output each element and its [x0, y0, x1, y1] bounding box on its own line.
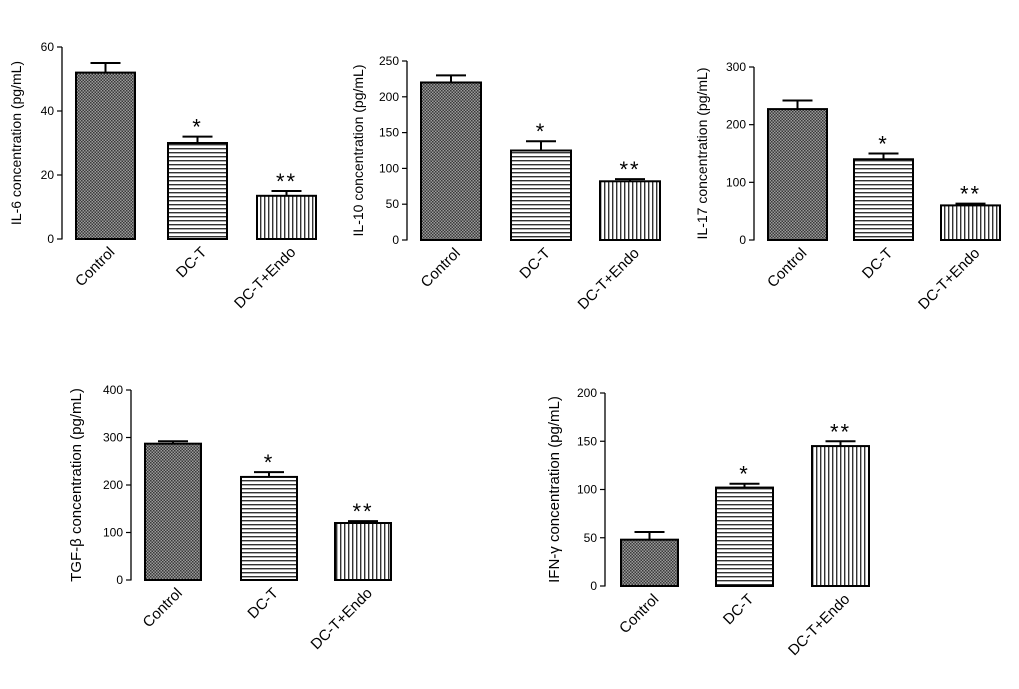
y-tick-label: 0: [116, 573, 123, 587]
y-axis-label: IL-6 concentration (pg/mL): [8, 61, 24, 225]
y-tick-label: 200: [726, 118, 746, 132]
y-axis-label: IL-10 concentration (pg/mL): [350, 65, 366, 237]
bar: [811, 445, 870, 588]
x-tick-label: DC-T+Endo: [308, 585, 376, 653]
y-tick-label: 0: [392, 233, 399, 247]
y-tick-label: 50: [584, 531, 598, 545]
significance-marker: **: [352, 499, 373, 524]
y-tick-label: 100: [379, 161, 399, 175]
y-tick-label: 200: [379, 90, 399, 104]
y-tick-label: 150: [379, 126, 399, 140]
y-tick-label: 20: [41, 168, 55, 182]
y-tick-label: 400: [103, 383, 123, 397]
y-tick-label: 150: [577, 434, 597, 448]
significance-marker: *: [536, 119, 547, 144]
bar: [599, 180, 661, 241]
x-tick-label: DC-T+Endo: [915, 245, 983, 313]
significance-marker: **: [960, 182, 981, 207]
bar: [510, 149, 572, 241]
y-axis-label: IL-17 concentration (pg/mL): [694, 68, 710, 240]
y-tick-label: 200: [103, 478, 123, 492]
y-axis-label: IFN-γ concentration (pg/mL): [546, 396, 563, 583]
y-axis-label: TGF-β concentration (pg/mL): [68, 388, 85, 582]
y-tick-label: 100: [103, 526, 123, 540]
x-tick-label: DC-T: [516, 245, 553, 282]
bar: [240, 475, 298, 581]
bar: [940, 204, 1001, 241]
y-tick-label: 300: [726, 60, 746, 74]
x-tick-label: DC-T+Endo: [575, 245, 643, 313]
y-tick-label: 250: [379, 54, 399, 68]
y-tick-label: 50: [386, 197, 400, 211]
chart-panel: 0 20 40 60 IL-6 concentration (pg/mL) Control…: [8, 40, 317, 312]
significance-marker: **: [276, 169, 297, 194]
chart-panel: 0 100 200 300 IL-17 concentration (pg/mL) Con…: [694, 60, 1001, 313]
x-tick-label: Control: [140, 585, 186, 631]
x-tick-label: Control: [764, 245, 810, 291]
bar: [75, 71, 136, 240]
bar: [853, 158, 914, 241]
significance-marker: *: [192, 115, 203, 140]
bar: [167, 142, 228, 240]
significance-marker: **: [830, 419, 851, 444]
bar: [620, 538, 679, 587]
x-tick-label: DC-T+Endo: [231, 244, 299, 312]
bar: [420, 81, 482, 242]
x-tick-label: DC-T: [173, 244, 210, 281]
x-tick-label: Control: [72, 244, 118, 290]
significance-marker: **: [619, 157, 640, 182]
y-tick-label: 60: [41, 40, 55, 54]
x-tick-label: DC-T: [244, 585, 281, 622]
significance-marker: *: [878, 132, 889, 157]
bar: [334, 522, 392, 581]
x-tick-label: Control: [418, 245, 464, 291]
significance-marker: *: [739, 462, 750, 487]
y-tick-label: 300: [103, 431, 123, 445]
x-tick-label: Control: [616, 591, 662, 637]
y-tick-label: 0: [739, 233, 746, 247]
y-tick-label: 100: [726, 175, 746, 189]
y-tick-label: 0: [590, 579, 597, 593]
bar: [256, 194, 317, 241]
bar: [767, 108, 828, 241]
y-tick-label: 100: [577, 483, 597, 497]
bar: [144, 442, 202, 581]
x-tick-label: DC-T: [859, 245, 896, 282]
chart-panel: 0 50 100 150 200 IFN-γ concentration (pg/mL) C…: [546, 386, 870, 659]
chart-panel: 0 50 100 150 200 250 IL-10 concentration (pg/m…: [350, 54, 661, 313]
y-tick-label: 40: [41, 104, 55, 118]
y-tick-label: 200: [577, 386, 597, 400]
significance-marker: *: [264, 450, 275, 475]
chart-panel: 0 100 200 300 400 TGF-β concentration (pg/mL)…: [68, 383, 392, 653]
x-tick-label: DC-T+Endo: [785, 591, 853, 659]
x-tick-label: DC-T: [720, 591, 757, 628]
y-tick-label: 0: [47, 232, 54, 246]
bar: [715, 486, 774, 588]
